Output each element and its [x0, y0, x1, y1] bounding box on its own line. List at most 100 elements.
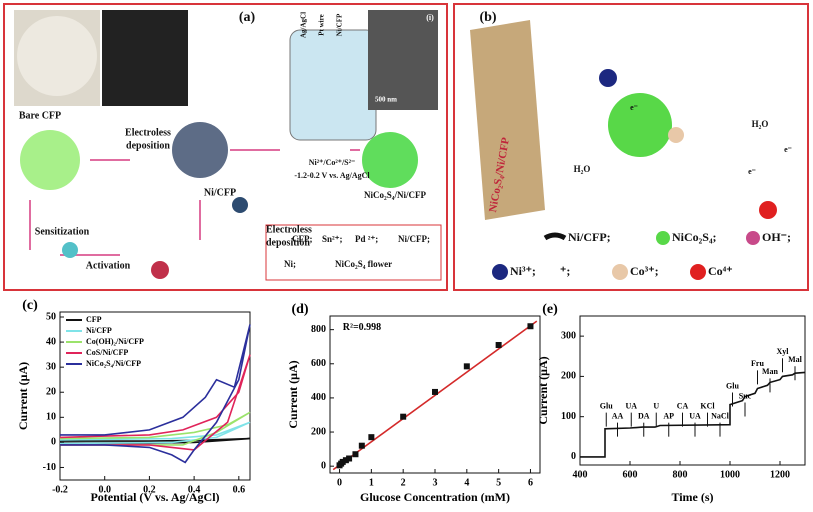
x-tick-label: -0.2 [52, 484, 68, 495]
point [368, 434, 375, 441]
legend-label: Ni/CFP [86, 326, 112, 335]
series-line [332, 320, 538, 471]
diagram-label: Ni; [284, 259, 296, 269]
x-tick-label: 5 [496, 477, 501, 488]
y-tick-label: 200 [561, 371, 576, 382]
x-tick-label: 1 [369, 477, 374, 488]
diagram-label: Co⁴⁺ [708, 264, 733, 278]
arrows [29, 149, 360, 256]
x-tick-label: 400 [573, 469, 588, 480]
y-tick-label: 800 [311, 324, 326, 335]
diagram-label: (b) [479, 10, 496, 25]
diagram-label: Sn²⁺; [322, 234, 342, 244]
sensitized [62, 242, 78, 258]
annotation: UA [625, 401, 637, 410]
legend-fiber [543, 232, 567, 241]
y-tick-label: 10 [46, 412, 56, 423]
point [495, 342, 502, 349]
point [352, 451, 359, 458]
annotation: Mal [788, 355, 803, 364]
diagram-label: CFP; [292, 234, 313, 244]
y-axis-label: Current (μA) [16, 362, 30, 430]
legend-ion [612, 264, 628, 280]
activated [151, 261, 169, 279]
flower [608, 93, 672, 157]
annotation: AP [663, 412, 674, 421]
diagram-label: Pd ²⁺; [355, 234, 378, 244]
ni-cfp [172, 122, 228, 178]
legend-label: NiCo₂S₄/Ni/CFP [86, 359, 141, 368]
ion [759, 201, 777, 219]
diagram-label: deposition [126, 140, 170, 151]
y-tick-label: 400 [311, 392, 326, 403]
x-tick-label: 6 [528, 477, 533, 488]
point [527, 323, 534, 330]
diagram-label: H₂O [574, 164, 591, 174]
diagram-label: Ni³⁺; [510, 264, 536, 278]
ion [599, 69, 617, 87]
cfp-disc [17, 16, 97, 96]
annotation: U [653, 401, 659, 410]
legend-ion [690, 264, 706, 280]
panel-label: (d) [291, 302, 308, 317]
point [432, 388, 438, 395]
annotation: UA [689, 412, 701, 421]
diagram-label: (a) [239, 10, 256, 25]
x-axis-label: Glucose Concentration (mM) [360, 490, 510, 504]
y-tick-label: 0 [571, 451, 576, 462]
y-axis-label: Current (μA) [286, 360, 300, 428]
series-line [59, 411, 251, 446]
diagram-label: Ni/CFP [336, 13, 344, 36]
series-line [60, 324, 251, 464]
y-tick-label: 600 [311, 358, 326, 369]
legend-ion [746, 231, 760, 245]
diagram-label: Pt wire [318, 14, 326, 35]
diagram-label: Ni/CFP; [568, 230, 611, 244]
cfp-fiber [20, 130, 80, 190]
x-tick-label: 0.0 [98, 484, 111, 495]
annotation: Glu [726, 381, 739, 390]
y-tick-label: 100 [561, 411, 576, 422]
annotation: Man [762, 367, 779, 376]
x-tick-label: 1200 [770, 469, 790, 480]
panel-b [453, 3, 809, 291]
x-tick-label: 800 [673, 469, 688, 480]
diagram-label: e⁻ [748, 167, 756, 176]
diagram-label: Ni²⁺/Co²⁺/S²⁻ [309, 158, 356, 167]
x-tick-label: 1000 [720, 469, 740, 480]
series-line [59, 354, 251, 451]
diagram-label: -1.2-0.2 V vs. Ag/AgCl [294, 171, 370, 180]
annotation: KCl [700, 401, 715, 410]
y-tick-label: 300 [561, 330, 576, 341]
x-tick-label: 0.4 [188, 484, 201, 495]
point [463, 363, 470, 370]
legend-ion [492, 264, 508, 280]
y-tick-label: -10 [43, 462, 56, 473]
x-axis-label: Time (s) [671, 490, 713, 504]
cell [289, 29, 377, 141]
plot-frame [59, 311, 251, 481]
annotation: Fru [751, 359, 764, 368]
legend-label: CoS/Ni/CFP [86, 348, 128, 357]
sem-flower [368, 10, 438, 110]
plot-frame [579, 315, 806, 466]
panel-label: (c) [22, 298, 38, 313]
sem-image [102, 10, 188, 106]
diagram-label: NiCo₂S₄/Ni/CFP [364, 190, 426, 200]
y-tick-label: 30 [46, 361, 56, 372]
ni-chain [232, 197, 248, 213]
diagram-label: deposition [266, 237, 310, 248]
diagram-label: NiCo₂S₄ flower [335, 259, 392, 269]
point [400, 413, 407, 420]
ion [668, 127, 684, 143]
x-axis-label: Potential (V vs. Ag/AgCl) [90, 490, 219, 504]
diagram-label: Activation [86, 260, 131, 271]
legend-flower [656, 231, 670, 245]
diagram-label: OH⁻; [762, 230, 791, 244]
point [358, 442, 365, 449]
series-line [59, 421, 251, 445]
annotation: NaCl [711, 412, 730, 421]
cfp-sheet [470, 20, 545, 220]
